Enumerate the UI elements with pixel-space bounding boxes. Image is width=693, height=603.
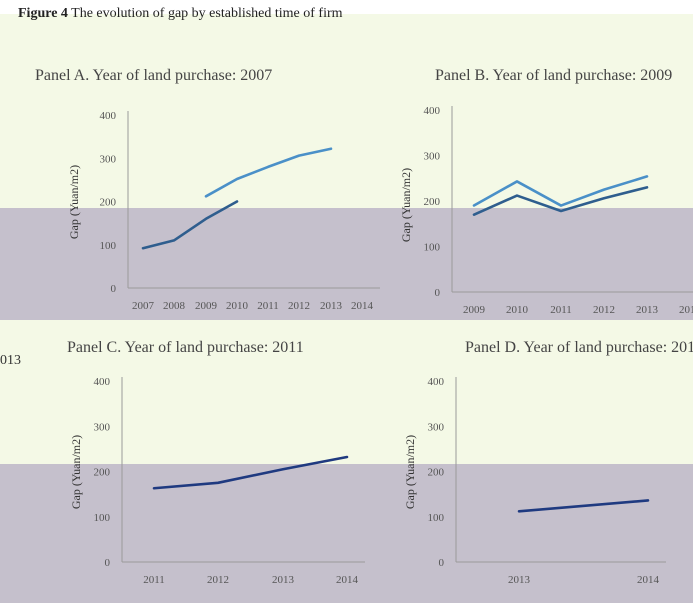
y-tick-label: 0: [435, 287, 441, 299]
y-tick-label: 200: [100, 197, 117, 209]
series-line: [472, 175, 649, 207]
panel-title: Panel D. Year of land purchase: 2013: [465, 339, 693, 356]
y-tick-label: 300: [428, 421, 445, 433]
x-tick-label: 2011: [550, 304, 572, 316]
x-tick-label: 2013: [320, 300, 343, 312]
x-tick-label: 2014: [336, 574, 359, 586]
x-tick-label: 2011: [257, 300, 279, 312]
y-tick-label: 200: [94, 467, 111, 479]
x-tick-label: 2007: [132, 300, 155, 312]
panel-title: Panel A. Year of land purchase: 2007: [35, 67, 272, 84]
x-tick-label: 2009: [195, 300, 218, 312]
figure-caption-text: The evolution of gap by established time…: [71, 6, 343, 21]
y-tick-label: 300: [424, 151, 441, 163]
y-tick-label: 200: [424, 196, 441, 208]
y-axis-label: Gap (Yuan/m2): [67, 165, 81, 239]
x-tick-label: 2012: [288, 300, 310, 312]
y-tick-label: 400: [100, 110, 117, 122]
y-tick-label: 300: [94, 421, 111, 433]
y-axis-label: Gap (Yuan/m2): [399, 168, 413, 242]
x-tick-label: 2013: [272, 574, 295, 586]
background-band: [0, 208, 693, 320]
y-tick-label: 400: [94, 376, 111, 388]
y-tick-label: 100: [100, 240, 117, 252]
y-tick-label: 200: [428, 467, 445, 479]
y-axis-label: Gap (Yuan/m2): [69, 435, 83, 509]
series-line: [204, 147, 333, 198]
panel-title: Panel B. Year of land purchase: 2009: [435, 67, 672, 84]
x-tick-label: 2010: [226, 300, 249, 312]
y-tick-label: 400: [428, 376, 445, 388]
x-tick-label: 2014: [637, 574, 660, 586]
y-tick-label: 400: [424, 105, 441, 117]
series-line: [152, 455, 349, 490]
y-tick-label: 100: [424, 242, 441, 254]
x-tick-label: 2011: [143, 574, 165, 586]
x-tick-label: 2013: [636, 304, 659, 316]
top-strip: [0, 0, 693, 14]
y-tick-label: 300: [100, 153, 117, 165]
series-line: [472, 186, 649, 216]
y-tick-label: 100: [428, 512, 445, 524]
x-tick-label: 2014: [351, 300, 374, 312]
figure-caption: Figure 4 The evolution of gap by establi…: [18, 6, 343, 22]
y-tick-label: 0: [439, 557, 445, 569]
y-tick-label: 100: [94, 512, 111, 524]
x-tick-label: 2013: [508, 574, 531, 586]
x-tick-label: 2014: [679, 304, 693, 316]
y-tick-label: 0: [105, 557, 111, 569]
y-axis-label: Gap (Yuan/m2): [403, 435, 417, 509]
x-tick-label: 2012: [207, 574, 229, 586]
figure-label: Figure 4: [18, 6, 68, 21]
background-band: [0, 14, 693, 208]
series-line: [517, 499, 650, 513]
left-edge-marker: 013: [0, 353, 21, 368]
background-band: [0, 320, 693, 464]
background-band: [0, 464, 693, 603]
x-tick-label: 2012: [593, 304, 615, 316]
series-line: [141, 200, 239, 250]
x-tick-label: 2008: [163, 300, 186, 312]
x-tick-label: 2009: [463, 304, 486, 316]
panel-title: Panel C. Year of land purchase: 2011: [67, 339, 304, 356]
x-tick-label: 2010: [506, 304, 529, 316]
y-tick-label: 0: [111, 283, 117, 295]
